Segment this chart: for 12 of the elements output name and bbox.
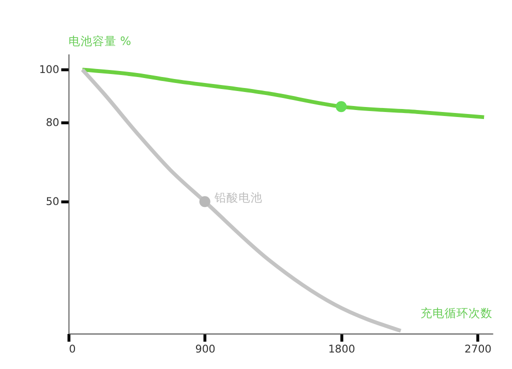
- y-tick-label: 100: [39, 64, 60, 76]
- x-axis-title: 充电循环次数: [420, 306, 493, 320]
- x-tick-label: 900: [195, 343, 216, 356]
- y-axis-title: 电池容量 %: [68, 34, 132, 48]
- y-tick-label: 80: [46, 116, 60, 129]
- annotation: 铅酸电池: [213, 190, 262, 205]
- x-tick-label: 1800: [328, 343, 356, 356]
- line-series: [80, 68, 486, 120]
- x-tick-label: 2700: [464, 343, 492, 356]
- line-series: [80, 68, 403, 333]
- x-tick-label: 0: [68, 343, 76, 356]
- y-tick-label: 50: [46, 196, 60, 208]
